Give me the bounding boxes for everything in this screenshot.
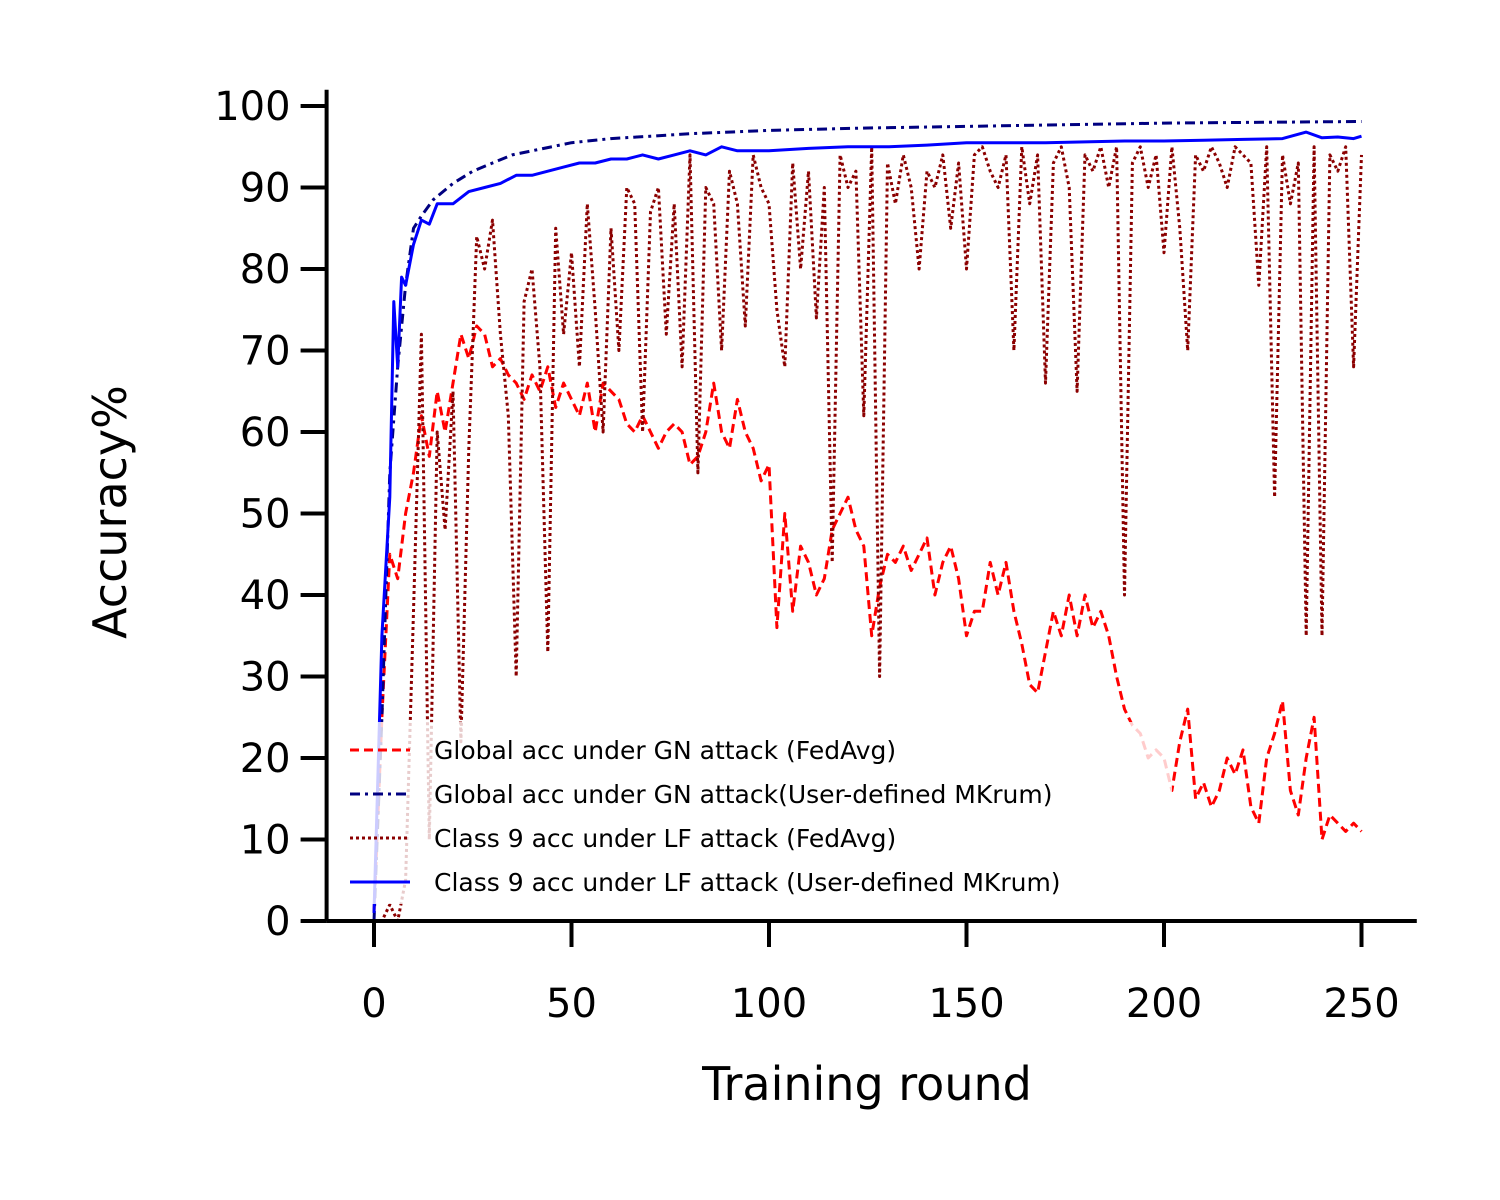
series-layer [372, 120, 1363, 923]
y-tick-label: 10 [240, 818, 291, 864]
legend-box [342, 722, 1172, 904]
x-tick-label: 0 [361, 981, 386, 1027]
y-tick-label: 50 [240, 492, 291, 538]
legend-label-class-9-acc-under-lf-attack-user-defined-mkrum: Class 9 acc under LF attack (User-define… [434, 868, 1061, 897]
x-tick-label: 100 [731, 981, 807, 1027]
legend-label-class-9-acc-under-lf-attack-fedavg: Class 9 acc under LF attack (FedAvg) [434, 824, 896, 853]
x-tick-label: 250 [1323, 981, 1399, 1027]
legend: Global acc under GN attack (FedAvg) Globa… [342, 722, 1172, 904]
y-tick-label: 80 [240, 247, 291, 293]
y-tick-label: 20 [240, 736, 291, 782]
y-tick-label: 100 [214, 84, 290, 130]
x-axis-title: Training round [701, 1057, 1032, 1111]
y-tick-label: 40 [240, 573, 291, 619]
y-tick-label: 0 [265, 899, 290, 945]
series-line-2 [372, 120, 1362, 922]
legend-label-global-acc-under-gn-attack-fedavg: Global acc under GN attack (FedAvg) [434, 736, 896, 765]
y-axis-title: Accuracy% [83, 385, 137, 639]
series-line-4 [372, 130, 1362, 913]
series-line-1 [372, 324, 1363, 913]
y-tick-label: 90 [240, 166, 291, 212]
x-tick-label: 50 [546, 981, 597, 1027]
series-line-3 [374, 145, 1363, 923]
y-tick-label: 60 [240, 410, 291, 456]
x-tick-label: 150 [928, 981, 1004, 1027]
y-tick-label: 30 [240, 655, 291, 701]
x-tick-label: 200 [1126, 981, 1202, 1027]
y-tick-label: 70 [240, 329, 291, 375]
legend-label-global-acc-under-gn-attack-user-defined-mkrum: Global acc under GN attack(User-defined … [434, 780, 1053, 809]
axes-layer: 0 10 20 30 40 50 60 70 80 90 100 0 50 100 150 200 250 [214, 84, 1417, 1027]
